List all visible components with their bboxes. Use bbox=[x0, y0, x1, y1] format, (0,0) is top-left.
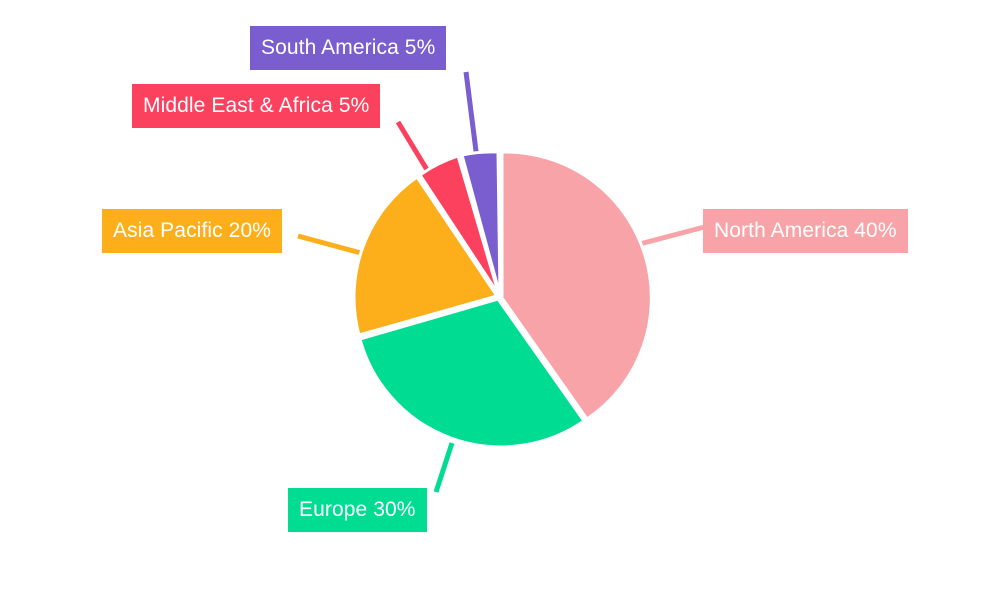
pie-label-europe-text: Europe 30% bbox=[299, 498, 416, 521]
leader-line-asia-pacific bbox=[297, 233, 362, 256]
pie-label-middle-east-africa[interactable]: Middle East & Africa 5% bbox=[132, 84, 381, 128]
pie-slice-europe[interactable] bbox=[358, 297, 587, 449]
pie-label-north-america[interactable]: North America 40% bbox=[703, 209, 908, 253]
leader-line-north-america bbox=[635, 222, 713, 248]
pie-label-europe[interactable]: Europe 30% bbox=[288, 488, 427, 532]
pie-slice-south-america[interactable] bbox=[460, 150, 502, 296]
pie-label-asia-pacific[interactable]: Asia Pacific 20% bbox=[102, 209, 283, 253]
pie-slice-middle-east-africa[interactable] bbox=[417, 154, 501, 296]
pie-label-north-america-text: North America 40% bbox=[714, 219, 897, 242]
pie-slice-asia-pacific[interactable] bbox=[352, 174, 500, 337]
leader-lines bbox=[297, 71, 713, 493]
pie-label-middle-east-africa-text: Middle East & Africa 5% bbox=[143, 94, 370, 117]
leader-line-south-america bbox=[463, 71, 480, 160]
leader-line-middle-east-africa bbox=[395, 120, 435, 180]
pie-slices bbox=[352, 150, 653, 449]
pie-label-south-america[interactable]: South America 5% bbox=[250, 26, 447, 70]
pie-slice-north-america[interactable] bbox=[500, 150, 653, 422]
leader-line-europe bbox=[433, 442, 455, 493]
pie-label-asia-pacific-text: Asia Pacific 20% bbox=[113, 219, 272, 242]
pie-label-south-america-text: South America 5% bbox=[261, 36, 436, 59]
